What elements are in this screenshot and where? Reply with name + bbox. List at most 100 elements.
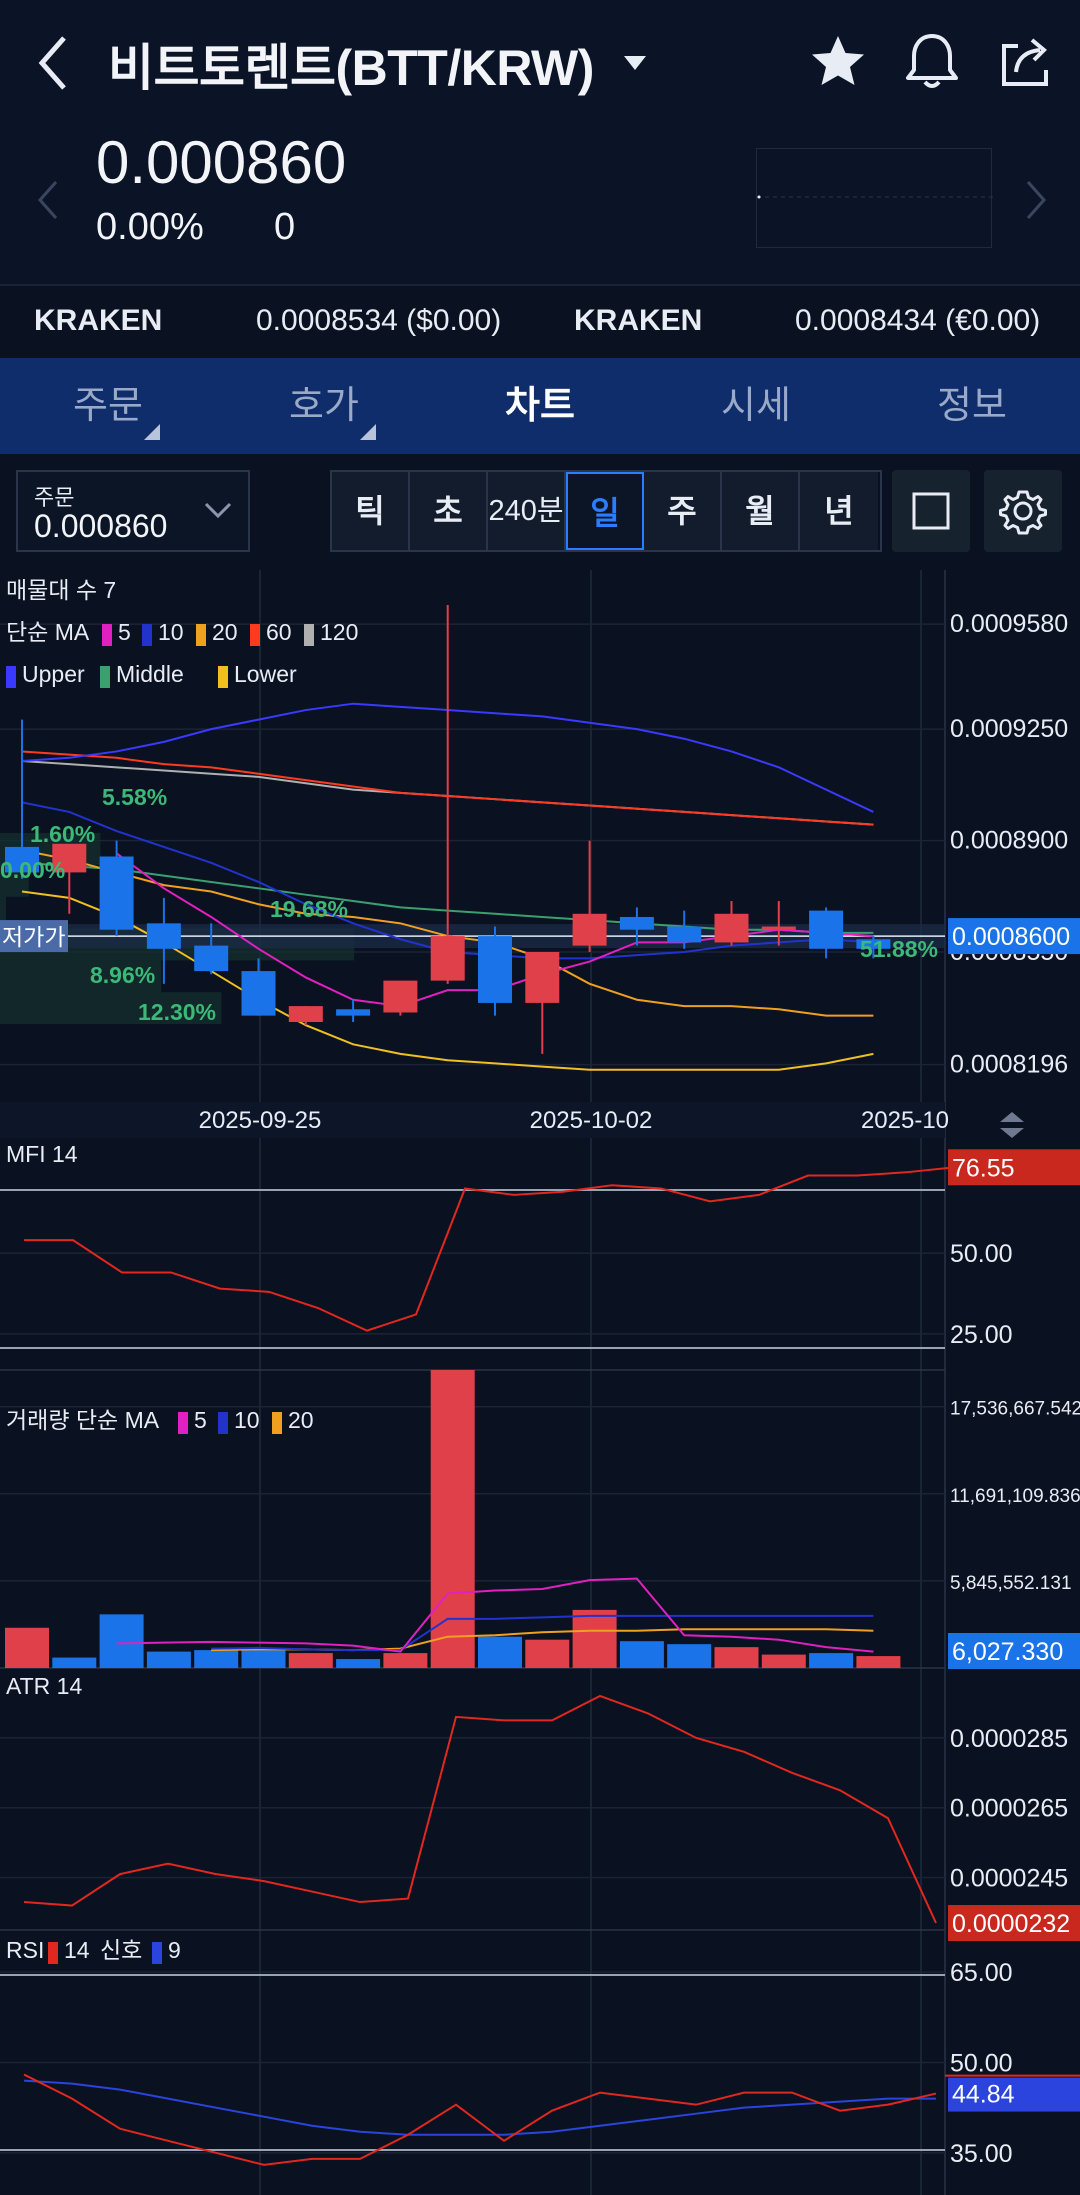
volume-bar [194,1650,239,1668]
fullscreen-button[interactable] [892,470,970,552]
tab-label: 주문 [73,385,143,427]
grid [0,570,946,2195]
chevron-left-icon[interactable] [34,178,62,222]
coin-title[interactable]: 비트토렌트(BTT/KRW) [108,40,594,96]
period-second[interactable]: 초 [410,472,488,550]
legend-ma-period: 5 [194,1407,207,1433]
period-year[interactable]: 년 [800,472,878,550]
rsi-current-tag [948,2077,1080,2112]
y-axis-tick: 5,845,552.131 [950,1573,1072,1594]
legend-ma-period: 60 [266,619,292,645]
candle-body [99,856,134,930]
y-axis-tick: 17,536,667.542 [950,1399,1080,1420]
candle-body [430,936,465,981]
star-icon[interactable] [808,32,868,92]
gear-icon [999,490,1047,535]
chart-area[interactable]: 5.58% 1.60% 0.00% 19.68% 8.96% 12.30% 51.88% 매물… [0,570,1080,2195]
volume-current-tag [948,1633,1080,1669]
y-axis-tick: 0.0000245 [950,1865,1068,1893]
candle-body [525,951,560,1003]
tab-bar: 주문 호가 차트 시세 정보 [0,358,1080,454]
candles [5,605,891,1054]
legend-swatch [100,666,110,688]
tab-order[interactable]: 주문 [0,358,216,454]
legend-swatch [6,666,16,688]
menu-corner-icon [360,424,376,440]
volume-bar [478,1636,522,1668]
scale-down-icon [1000,1128,1024,1138]
legend-swatch [152,1942,162,1964]
low-price-label: 저가가 [2,924,65,950]
period-tick[interactable]: 틱 [332,472,410,550]
x-axis-band [0,1102,945,1138]
legend-volume-profile: 매물대 수 7 [6,577,116,603]
ticker-exchange: KRAKEN [574,304,703,337]
square-icon [912,492,950,530]
rsi-line [23,2073,937,2166]
volume-current-label: 6,027.330 [952,1638,1063,1666]
candle-body [146,923,181,949]
share-icon[interactable] [996,32,1056,92]
y-axis-tick: 0.0000265 [950,1795,1068,1823]
exchange-ticker-row: KRAKEN 0.0008534 ($0.00) KRAKEN 0.000843… [0,284,1080,358]
volume-bar [241,1648,286,1668]
volume-bar [383,1653,428,1668]
y-axis-tick: 0.0008900 [950,827,1068,855]
volume-bar [525,1639,570,1668]
legend-bb-label: Lower [234,661,297,687]
ticker-exchange: KRAKEN [34,304,163,337]
candle-body [52,843,87,873]
period-month[interactable]: 월 [722,472,800,550]
rsi-signal-line [23,2079,936,2136]
ticker-price: 0.0008534 ($0.00) [256,304,502,337]
candle-body [667,926,702,943]
bell-icon[interactable] [902,30,962,94]
legend-swatch [48,1942,58,1964]
legend-ma-period: 10 [158,619,184,645]
volume-bar [572,1609,617,1668]
tab-chart[interactable]: 차트 [432,358,648,454]
settings-button[interactable] [984,470,1062,552]
atr-label: ATR 14 [6,1673,82,1699]
tab-market-price[interactable]: 시세 [648,358,864,454]
rsi-label: RSI [6,1937,44,1963]
period-240min[interactable]: 240분 [488,472,566,550]
mfi-current-label: 76.55 [952,1154,1015,1182]
rsi-current-label: 44.84 [952,2081,1015,2109]
volume-ma5-line [116,1577,874,1653]
period-day[interactable]: 일 [566,472,644,550]
candle-body [336,1009,371,1016]
current-price: 0.000860 [96,129,347,196]
chevron-right-icon[interactable] [1022,178,1050,222]
order-select-label: 주문 [34,485,75,510]
legend-swatch [304,624,314,646]
candle-body [5,846,39,873]
caret-down-icon[interactable] [620,50,650,76]
y-axis-tick: 0.0009250 [950,715,1068,743]
y-axis-tick: 50.00 [950,2050,1013,2078]
tab-label: 시세 [721,385,791,427]
volume-profile-label: 5.58% [102,784,167,810]
candle-body [761,926,796,930]
tab-info[interactable]: 정보 [864,358,1080,454]
x-axis-label: 2025-09-25 [199,1107,322,1134]
order-type-select[interactable]: 주문 0.000860 [16,470,250,552]
atr-current-label: 0.0000232 [952,1910,1070,1938]
legend-swatch [142,624,152,646]
candle-body [619,916,654,930]
price-chart-canvas[interactable]: 5.58% 1.60% 0.00% 19.68% 8.96% 12.30% 51.88% 매물… [0,570,1080,2195]
legend-ma-period: 20 [288,1407,314,1433]
rsi-signal-label: 신호 [100,1937,142,1963]
volume-bar [288,1653,333,1668]
tab-orderbook[interactable]: 호가 [216,358,432,454]
y-axis-tick: 0.0008196 [950,1051,1068,1079]
back-icon[interactable] [30,30,80,96]
order-select-value: 0.000860 [34,508,168,544]
candle-body [856,939,891,949]
candle-body [194,945,229,972]
y-axis-tick: 11,691,109.836 [950,1486,1080,1507]
axis-labels: 5.58% 1.60% 0.00% 19.68% 8.96% 12.30% 51.88% 매물… [0,577,1080,2168]
volume-bar [52,1657,97,1668]
atr-current-tag [948,1905,1080,1942]
period-week[interactable]: 주 [644,472,722,550]
